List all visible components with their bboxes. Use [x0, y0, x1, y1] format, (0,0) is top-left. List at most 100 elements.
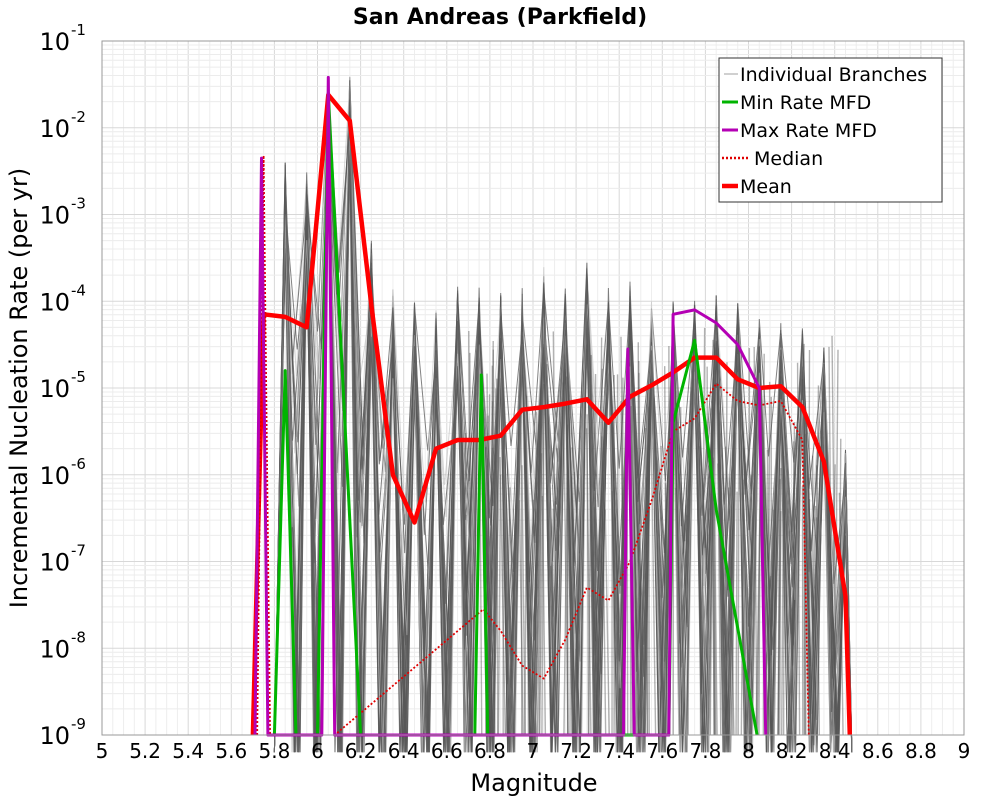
x-tick-label: 7.8	[689, 739, 721, 763]
branch-line	[756, 474, 762, 736]
branch-line	[724, 362, 728, 736]
x-tick-label: 7.4	[603, 739, 635, 763]
y-tick-exponent: -5	[71, 368, 86, 386]
branch-line	[505, 487, 511, 736]
branch-line	[497, 474, 502, 736]
y-tick-label: 10	[39, 635, 70, 663]
legend-label-min-rate: Min Rate MFD	[740, 92, 871, 114]
legend-label-branches: Individual Branches	[740, 64, 927, 86]
branch-line	[273, 80, 853, 753]
y-tick-exponent: -2	[71, 108, 86, 126]
branch-line	[546, 364, 553, 736]
branch-line	[566, 376, 569, 736]
branch-line	[649, 378, 657, 736]
branch-line	[766, 449, 772, 736]
branch-line	[740, 479, 745, 736]
branch-line	[807, 350, 811, 736]
branch-line	[571, 471, 575, 736]
branch-line	[660, 445, 664, 736]
branch-line	[496, 378, 499, 736]
branch-line	[593, 409, 599, 736]
branch-line	[829, 464, 836, 736]
y-tick-label: 10	[39, 722, 70, 750]
y-tick-label: 10	[39, 462, 70, 490]
y-tick-exponent: -8	[71, 628, 86, 646]
x-tick-label: 7.6	[646, 739, 678, 763]
x-tick-label: 8.6	[862, 739, 894, 763]
x-tick-label: 6.8	[474, 739, 506, 763]
branch-line	[488, 401, 494, 736]
branch-line	[273, 112, 853, 753]
x-axis-ticks: 5 5.2 5.4 5.6 5.8 6 6.2 6.4 6.6 6.8 7 7.2 7.4 7.6 7.8 8…	[96, 739, 971, 763]
individual-branches	[273, 76, 853, 753]
branch-line	[663, 366, 668, 736]
branch-line	[597, 337, 603, 736]
branch-line	[709, 339, 714, 736]
branch-line	[621, 377, 624, 736]
branch-line	[468, 331, 472, 736]
branch-line	[771, 484, 778, 736]
branch-line	[645, 427, 648, 736]
y-tick-exponent: -7	[71, 542, 86, 560]
series-mean	[250, 92, 853, 736]
branch-line	[679, 407, 684, 736]
y-tick-label: 10	[39, 28, 70, 56]
chart-title: San Andreas (Parkfield)	[353, 5, 647, 30]
y-tick-label: 10	[39, 375, 70, 403]
branch-line	[492, 349, 496, 736]
branch-line	[526, 516, 530, 736]
legend-label-max-rate: Max Rate MFD	[740, 120, 877, 142]
x-tick-label: 5	[96, 739, 109, 763]
branch-line	[585, 428, 592, 736]
x-tick-label: 8	[742, 739, 755, 763]
branch-line	[490, 365, 494, 736]
x-tick-label: 9	[958, 739, 971, 763]
x-tick-label: 5.8	[258, 739, 290, 763]
branch-line	[586, 414, 590, 736]
branch-line	[616, 374, 619, 736]
branch-line	[706, 366, 709, 736]
y-tick-exponent: -4	[71, 281, 86, 299]
x-tick-label: 7.2	[560, 739, 592, 763]
y-axis-ticks: 10-910-810-710-610-510-410-310-210-1	[39, 21, 86, 750]
branch-line	[675, 487, 682, 736]
branch-line	[790, 502, 796, 736]
x-tick-label: 7	[527, 739, 540, 763]
branch-line	[601, 436, 607, 736]
branch-line	[804, 433, 807, 736]
branch-line	[737, 360, 740, 736]
legend-label-median: Median	[754, 148, 823, 170]
branch-line	[604, 509, 611, 736]
branch-line	[790, 422, 796, 736]
y-tick-label: 10	[39, 115, 70, 143]
branch-line	[828, 346, 834, 736]
branch-line	[673, 407, 680, 736]
branch-line	[599, 368, 604, 736]
branch-line	[580, 400, 587, 736]
branch-line	[592, 507, 595, 736]
branch-line	[731, 432, 736, 736]
branch-line	[755, 468, 762, 736]
branch-line	[685, 515, 689, 736]
branch-line	[808, 499, 811, 736]
legend-label-mean: Mean	[740, 176, 792, 198]
y-axis-label: Incremental Nucleation Rate (per yr)	[5, 168, 33, 608]
branch-line	[717, 463, 722, 736]
branch-line	[486, 458, 493, 736]
branch-line	[485, 447, 491, 736]
branch-line	[569, 476, 573, 736]
branch-line	[562, 382, 569, 736]
branch-line	[520, 407, 523, 736]
branch-line	[777, 370, 781, 736]
y-tick-exponent: -1	[71, 21, 86, 39]
branch-line	[552, 331, 558, 736]
branch-line	[499, 457, 507, 736]
branch-line	[528, 499, 535, 736]
y-tick-exponent: -6	[71, 455, 86, 473]
branch-line	[712, 457, 715, 736]
x-tick-label: 6.6	[431, 739, 463, 763]
branch-line	[486, 373, 491, 736]
branch-line	[469, 352, 473, 736]
x-tick-label: 6.2	[345, 739, 377, 763]
